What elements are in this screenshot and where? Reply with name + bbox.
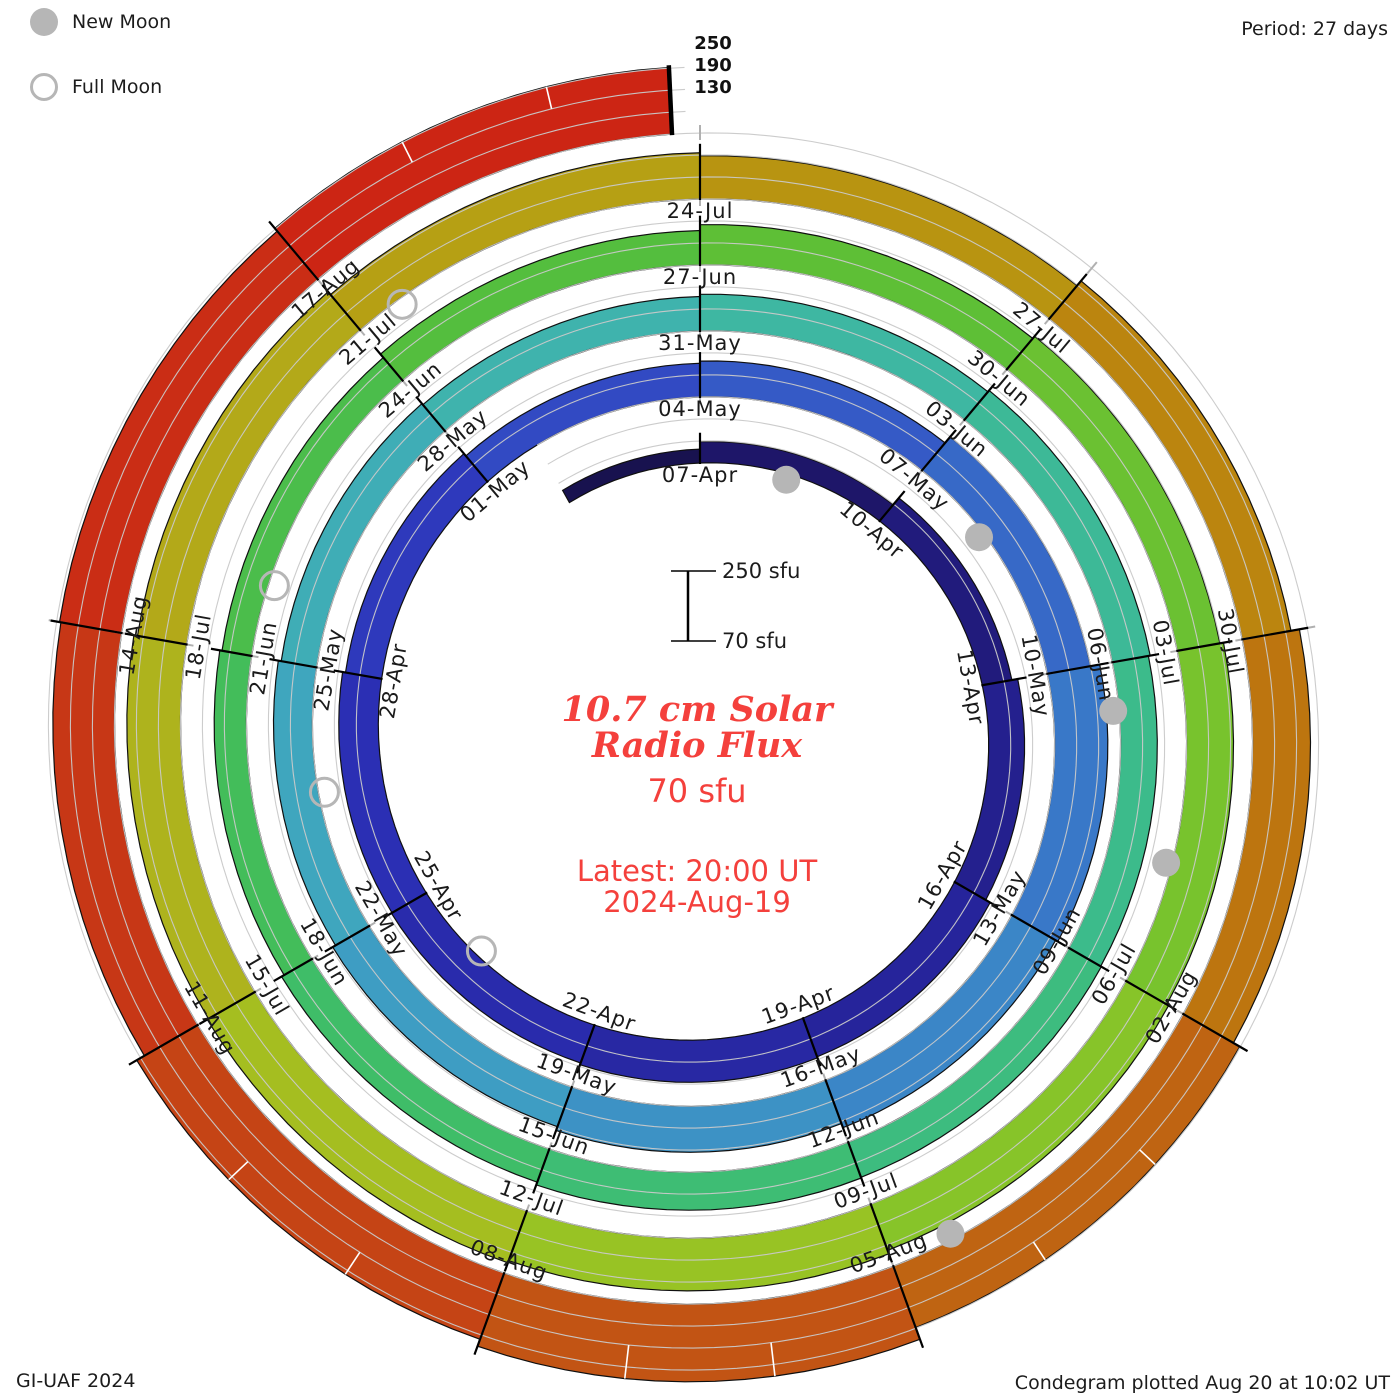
full-moon-marker-23-May xyxy=(308,776,340,808)
sector-divider xyxy=(962,382,996,422)
gridline-190-sfu xyxy=(69,88,1298,1349)
flux-gridlines xyxy=(47,66,1320,1371)
sector-divider xyxy=(953,880,999,908)
sector-divider xyxy=(198,990,257,1025)
end-cap-line xyxy=(666,65,675,136)
legend-new-moon: New Moon xyxy=(30,8,171,36)
sector-divider xyxy=(846,1140,866,1187)
sector-divider xyxy=(878,490,906,523)
new-moon-marker-05-Jul xyxy=(1152,848,1181,877)
full-moon-marker-23-Apr xyxy=(465,935,497,967)
full-moon-marker-21-Jun xyxy=(258,570,290,602)
baseline-flux-value: 70 sfu xyxy=(647,772,747,810)
new-moon-marker-08-May xyxy=(965,523,994,552)
daily-hatch xyxy=(545,86,553,109)
sector-divider xyxy=(891,1264,925,1349)
daily-hatch xyxy=(344,1251,361,1275)
sector-divider xyxy=(268,220,320,281)
scale-bar-top-label: 250 sfu xyxy=(722,559,800,583)
new-moon-icon xyxy=(30,8,58,36)
sector-divider xyxy=(333,669,383,681)
daily-hatch xyxy=(401,141,413,163)
daily-hatch xyxy=(770,1342,776,1377)
sector-divider xyxy=(383,891,428,919)
sector-divider xyxy=(457,446,489,484)
sector-divider xyxy=(1047,273,1088,321)
date-label-07-Apr: 07-Apr xyxy=(662,463,738,487)
chart-title: 10.7 cm Solar Radio Flux xyxy=(0,692,1394,764)
date-label-24-Jul: 24-Jul xyxy=(667,199,734,223)
new-moon-label: New Moon xyxy=(72,11,172,33)
sector-divider xyxy=(1176,640,1233,653)
sector-divider xyxy=(981,676,1027,687)
sector-divider xyxy=(824,1078,848,1137)
date-label-31-May: 31-May xyxy=(658,331,742,355)
sector-divider xyxy=(869,1202,893,1263)
boundary-tick xyxy=(1086,261,1098,275)
chart-title-line1: 10.7 cm Solar xyxy=(561,689,833,730)
sector-divider xyxy=(1005,328,1042,371)
sector-divider xyxy=(50,619,123,635)
sector-divider xyxy=(1111,652,1160,664)
latest-reading: Latest: 20:00 UT 2024-Aug-19 xyxy=(0,856,1394,918)
sector-divider xyxy=(920,429,957,472)
new-moon-marker-04-Aug xyxy=(936,1219,965,1248)
daily-hatch xyxy=(623,1344,630,1379)
radial-axis-label-130: 130 xyxy=(694,77,732,98)
sector-divider xyxy=(532,1147,551,1194)
sector-divider xyxy=(1067,946,1110,973)
sector-divider xyxy=(1010,913,1067,948)
sector-dividers xyxy=(50,143,1309,1356)
legend-full-moon: Full Moon xyxy=(30,73,162,101)
radial-axis-label-250: 250 xyxy=(694,33,732,54)
daily-hatch-lines xyxy=(228,86,1156,1379)
gridline-130-sfu xyxy=(91,110,1276,1327)
full-moon-icon xyxy=(30,73,58,101)
sector-divider xyxy=(1124,979,1177,1012)
sector-divider xyxy=(124,632,188,646)
date-label-27-Jun: 27-Jun xyxy=(663,265,737,289)
full-moon-label: Full Moon xyxy=(72,76,163,98)
plotted-timestamp: Condegram plotted Aug 20 at 10:02 UT xyxy=(1014,1372,1390,1394)
sector-divider xyxy=(373,346,405,383)
daily-hatch xyxy=(1139,1149,1156,1165)
daily-hatch xyxy=(228,1160,249,1181)
period-label: Period: 27 days xyxy=(1241,18,1388,40)
sector-divider xyxy=(269,657,318,669)
full-moon-marker-21-Jul xyxy=(386,288,418,320)
sector-divider xyxy=(128,1023,200,1066)
date-label-04-May: 04-May xyxy=(658,397,742,421)
sector-divider xyxy=(321,284,362,332)
radial-axis-label-190: 190 xyxy=(694,55,732,76)
sector-divider xyxy=(801,1016,822,1067)
sector-divider xyxy=(1046,661,1109,676)
sector-divider xyxy=(575,1023,596,1074)
sector-divider xyxy=(1181,1012,1249,1053)
latest-date: 2024-Aug-19 xyxy=(603,885,791,919)
data-end-cap xyxy=(666,65,675,136)
moon-markers xyxy=(258,288,1181,1248)
new-moon-marker-08-Apr xyxy=(772,465,801,494)
daily-hatch xyxy=(1032,1241,1046,1261)
sector-divider xyxy=(551,1085,574,1140)
sector-divider xyxy=(473,1271,506,1356)
flux-scale-bar: 250 sfu 70 sfu xyxy=(671,559,800,653)
sector-divider xyxy=(210,647,253,658)
chart-title-line2: Radio Flux xyxy=(591,725,803,766)
new-moon-marker-06-Jun xyxy=(1099,696,1128,725)
credit-label: GI-UAF 2024 xyxy=(16,1370,136,1392)
gridline-250-sfu xyxy=(47,66,1320,1371)
sector-divider xyxy=(503,1209,529,1272)
sector-divider xyxy=(1241,626,1309,641)
scale-bar-bottom-label: 70 sfu xyxy=(722,629,787,653)
sector-divider xyxy=(415,396,447,433)
sector-divider xyxy=(324,924,371,953)
latest-time: Latest: 20:00 UT xyxy=(576,854,818,888)
sector-divider xyxy=(273,957,314,983)
